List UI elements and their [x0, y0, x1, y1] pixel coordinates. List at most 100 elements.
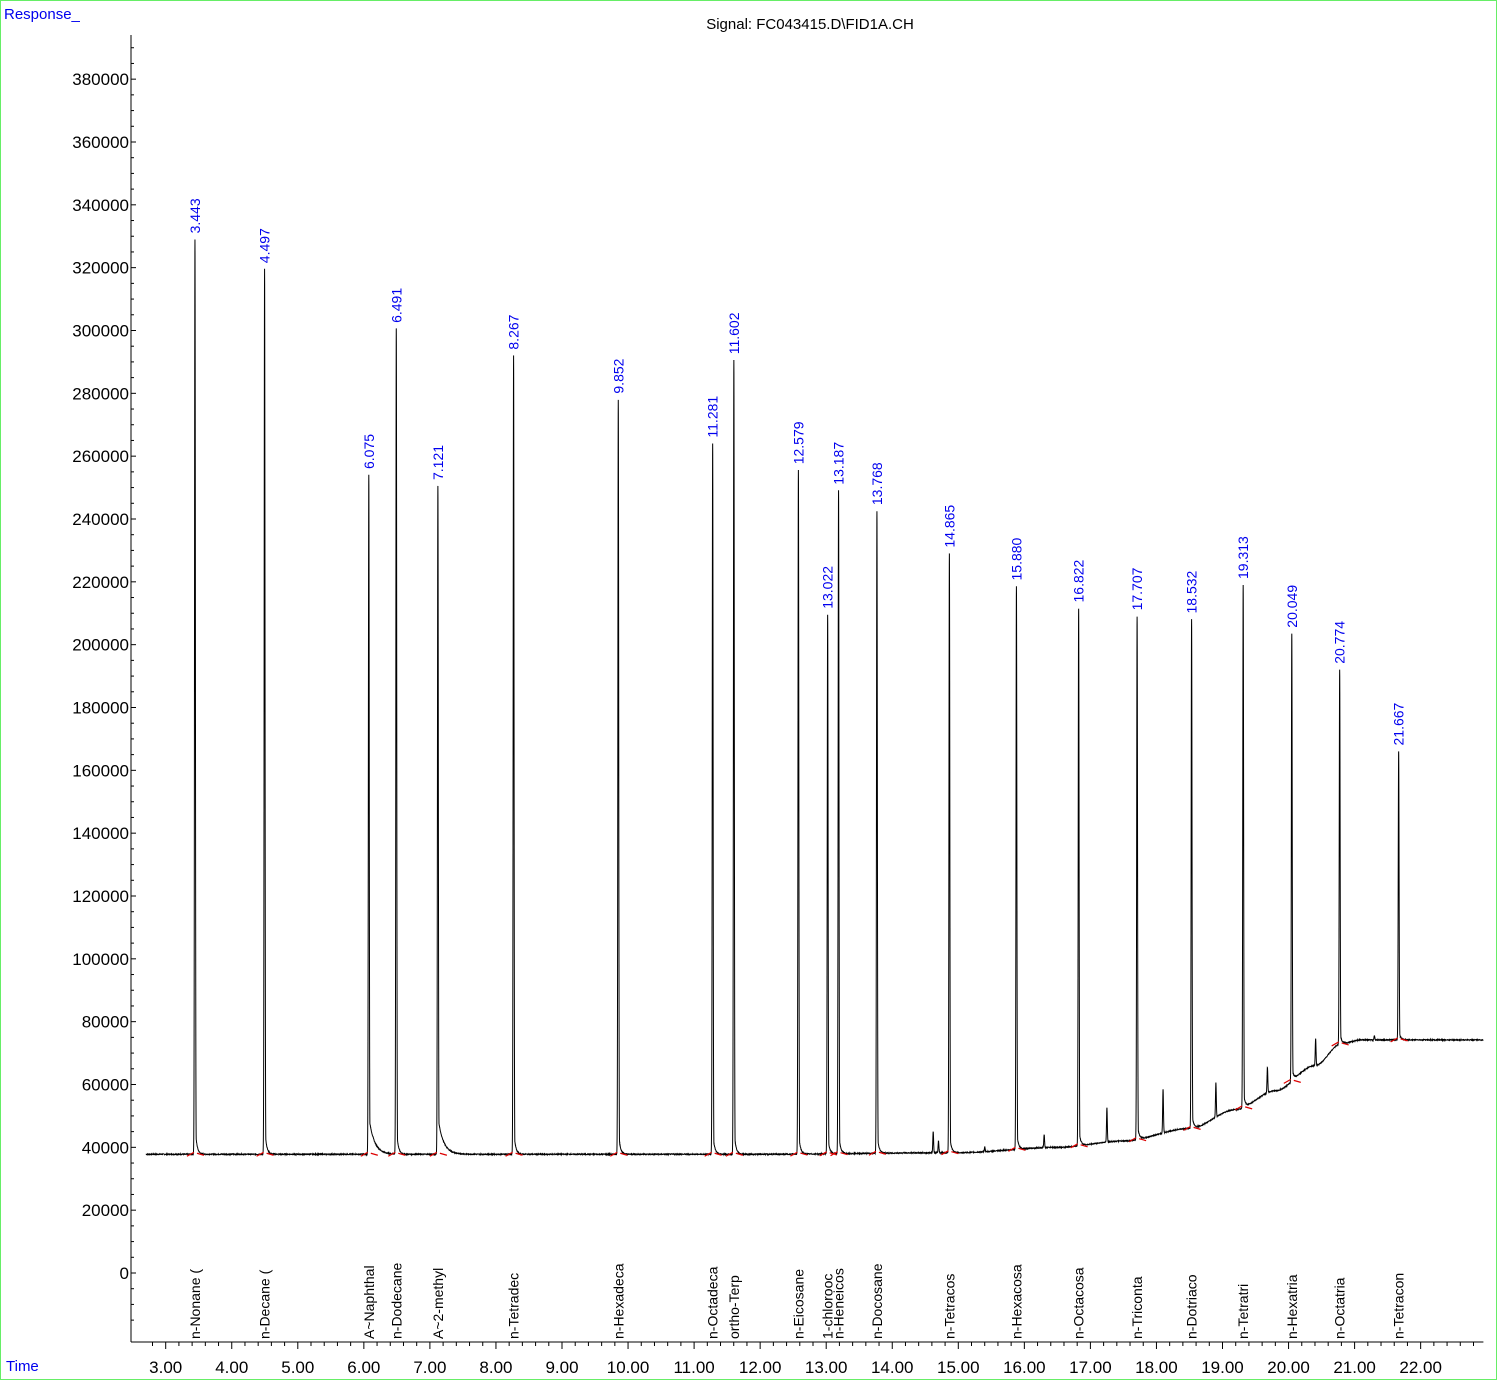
baseline-mark: [186, 1151, 195, 1157]
peaks-group: 3.443 n-Nonane (4.497 n-Decane (6.075 A~Nap…: [186, 198, 1408, 1339]
baseline-mark: [878, 1151, 887, 1155]
peak-rt-label: 9.852: [610, 358, 626, 393]
baseline-mark: [735, 1152, 744, 1156]
x-tick-label: 15.00: [937, 1358, 980, 1377]
y-tick-label: 100000: [72, 950, 129, 969]
baseline-mark: [1400, 1038, 1408, 1042]
peak-rt-label: 17.707: [1129, 567, 1145, 610]
peak-compound-label: n-Decane (: [257, 1269, 273, 1339]
peak-compound-label: n-Tetratri: [1235, 1284, 1251, 1339]
x-tick-label: 3.00: [149, 1358, 182, 1377]
baseline-mark: [951, 1151, 959, 1155]
peak-compound-label: ortho-Terp: [726, 1275, 742, 1339]
peak-compound-label: n-Hexacosa: [1008, 1264, 1024, 1339]
y-tick-label: 140000: [72, 824, 129, 843]
x-tick-label: 10.00: [607, 1358, 650, 1377]
baseline-mark: [704, 1151, 712, 1157]
peak-rt-label: 8.267: [506, 314, 522, 349]
baseline-mark: [439, 1152, 448, 1156]
baseline-mark: [505, 1151, 513, 1157]
y-tick-label: 240000: [72, 510, 129, 529]
peak-rt-label: 21.667: [1391, 702, 1407, 745]
peak-compound-label: n-Hexadeca: [610, 1263, 626, 1339]
x-axis-label: Time: [6, 1358, 39, 1375]
baseline-mark: [620, 1152, 628, 1156]
x-tick-label: 20.00: [1267, 1358, 1310, 1377]
y-tick-label: 220000: [72, 573, 129, 592]
peak-compound-label: n-Octadeca: [705, 1266, 721, 1339]
peak-rt-label: 20.774: [1332, 621, 1348, 664]
peak-rt-label: 13.022: [820, 566, 836, 609]
x-tick-label: 5.00: [281, 1358, 314, 1377]
peak-rt-label: 18.532: [1184, 570, 1200, 613]
peak-compound-label: n-Docosane: [869, 1263, 885, 1339]
peak-compound-label: n-Heneicos: [831, 1268, 847, 1339]
baseline-mark: [714, 1152, 722, 1156]
baseline-mark: [370, 1152, 378, 1156]
baseline-mark: [1128, 1137, 1137, 1143]
x-tick-label: 12.00: [739, 1358, 782, 1377]
baseline-mark: [360, 1151, 369, 1157]
peak-rt-label: 19.313: [1235, 536, 1251, 579]
y-axis-label: Response_: [4, 6, 80, 23]
signal-trace: [145, 239, 1484, 1157]
baseline-mark: [515, 1152, 523, 1156]
peak-compound-label: n-Octatria: [1332, 1277, 1348, 1339]
baseline-mark: [256, 1151, 264, 1157]
peak-rt-label: 13.768: [869, 462, 885, 505]
y-tick-label: 200000: [72, 636, 129, 655]
baseline-mark: [1341, 1042, 1349, 1046]
peak-compound-label: n-Nonane (: [187, 1269, 203, 1339]
baseline-mark: [387, 1151, 396, 1157]
x-tick-label: 21.00: [1333, 1358, 1376, 1377]
x-tick-label: 7.00: [413, 1358, 446, 1377]
baseline-mark: [398, 1152, 406, 1156]
baseline-mark: [1245, 1106, 1253, 1110]
x-tick-label: 17.00: [1069, 1358, 1112, 1377]
peak-rt-label: 13.187: [831, 442, 847, 485]
peak-compound-label: 1-chlorooc: [820, 1274, 836, 1339]
baseline-mark: [830, 1151, 838, 1157]
y-tick-label: 0: [120, 1264, 129, 1283]
baseline-mark: [1390, 1037, 1398, 1043]
y-tick-label: 360000: [72, 133, 129, 152]
peak-rt-label: 11.602: [726, 312, 742, 354]
y-tick-label: 300000: [72, 321, 129, 340]
y-tick-label: 260000: [72, 447, 129, 466]
x-tick-label: 9.00: [545, 1358, 578, 1377]
peak-compound-label: A~Naphthal: [361, 1265, 377, 1339]
peak-rt-label: 15.880: [1008, 537, 1024, 580]
peak-rt-label: 6.075: [361, 434, 377, 469]
baseline-mark: [800, 1152, 808, 1156]
y-tick-label: 60000: [82, 1075, 129, 1094]
peak-compound-label: n-Triconta: [1129, 1276, 1145, 1339]
peak-rt-label: 20.049: [1284, 585, 1300, 628]
baseline-mark: [1234, 1105, 1243, 1111]
y-tick-label: 320000: [72, 259, 129, 278]
baseline-mark: [1080, 1144, 1088, 1148]
baseline-mark: [868, 1150, 877, 1156]
x-tick-label: 14.00: [871, 1358, 914, 1377]
x-tick-label: 13.00: [805, 1358, 848, 1377]
x-tick-label: 16.00: [1003, 1358, 1046, 1377]
baseline-mark: [1283, 1078, 1292, 1084]
axes: 0 20000 40000 60000 80000 100000 120000 140000 1…: [72, 35, 1484, 1377]
x-tick-label: 11.00: [673, 1358, 714, 1377]
baseline-mark: [1008, 1146, 1016, 1152]
baseline-mark: [1070, 1143, 1078, 1149]
y-tick-label: 340000: [72, 196, 129, 215]
peak-rt-label: 11.281: [705, 396, 721, 438]
baseline-mark: [725, 1151, 734, 1157]
baseline-mark: [1183, 1125, 1191, 1131]
baseline-mark: [1018, 1147, 1026, 1151]
peak-rt-label: 7.121: [430, 445, 446, 480]
peak-compound-label: n-Dodecane: [388, 1263, 404, 1339]
peak-compound-label: n-Eicosane: [790, 1269, 806, 1339]
baseline-mark: [196, 1152, 205, 1156]
baseline-mark: [1193, 1126, 1201, 1130]
y-tick-label: 120000: [72, 887, 129, 906]
baseline-mark: [1293, 1079, 1301, 1083]
peak-compound-label: n-Hexatria: [1284, 1274, 1300, 1339]
baseline-mark: [1331, 1041, 1339, 1047]
baseline-mark: [790, 1151, 798, 1157]
